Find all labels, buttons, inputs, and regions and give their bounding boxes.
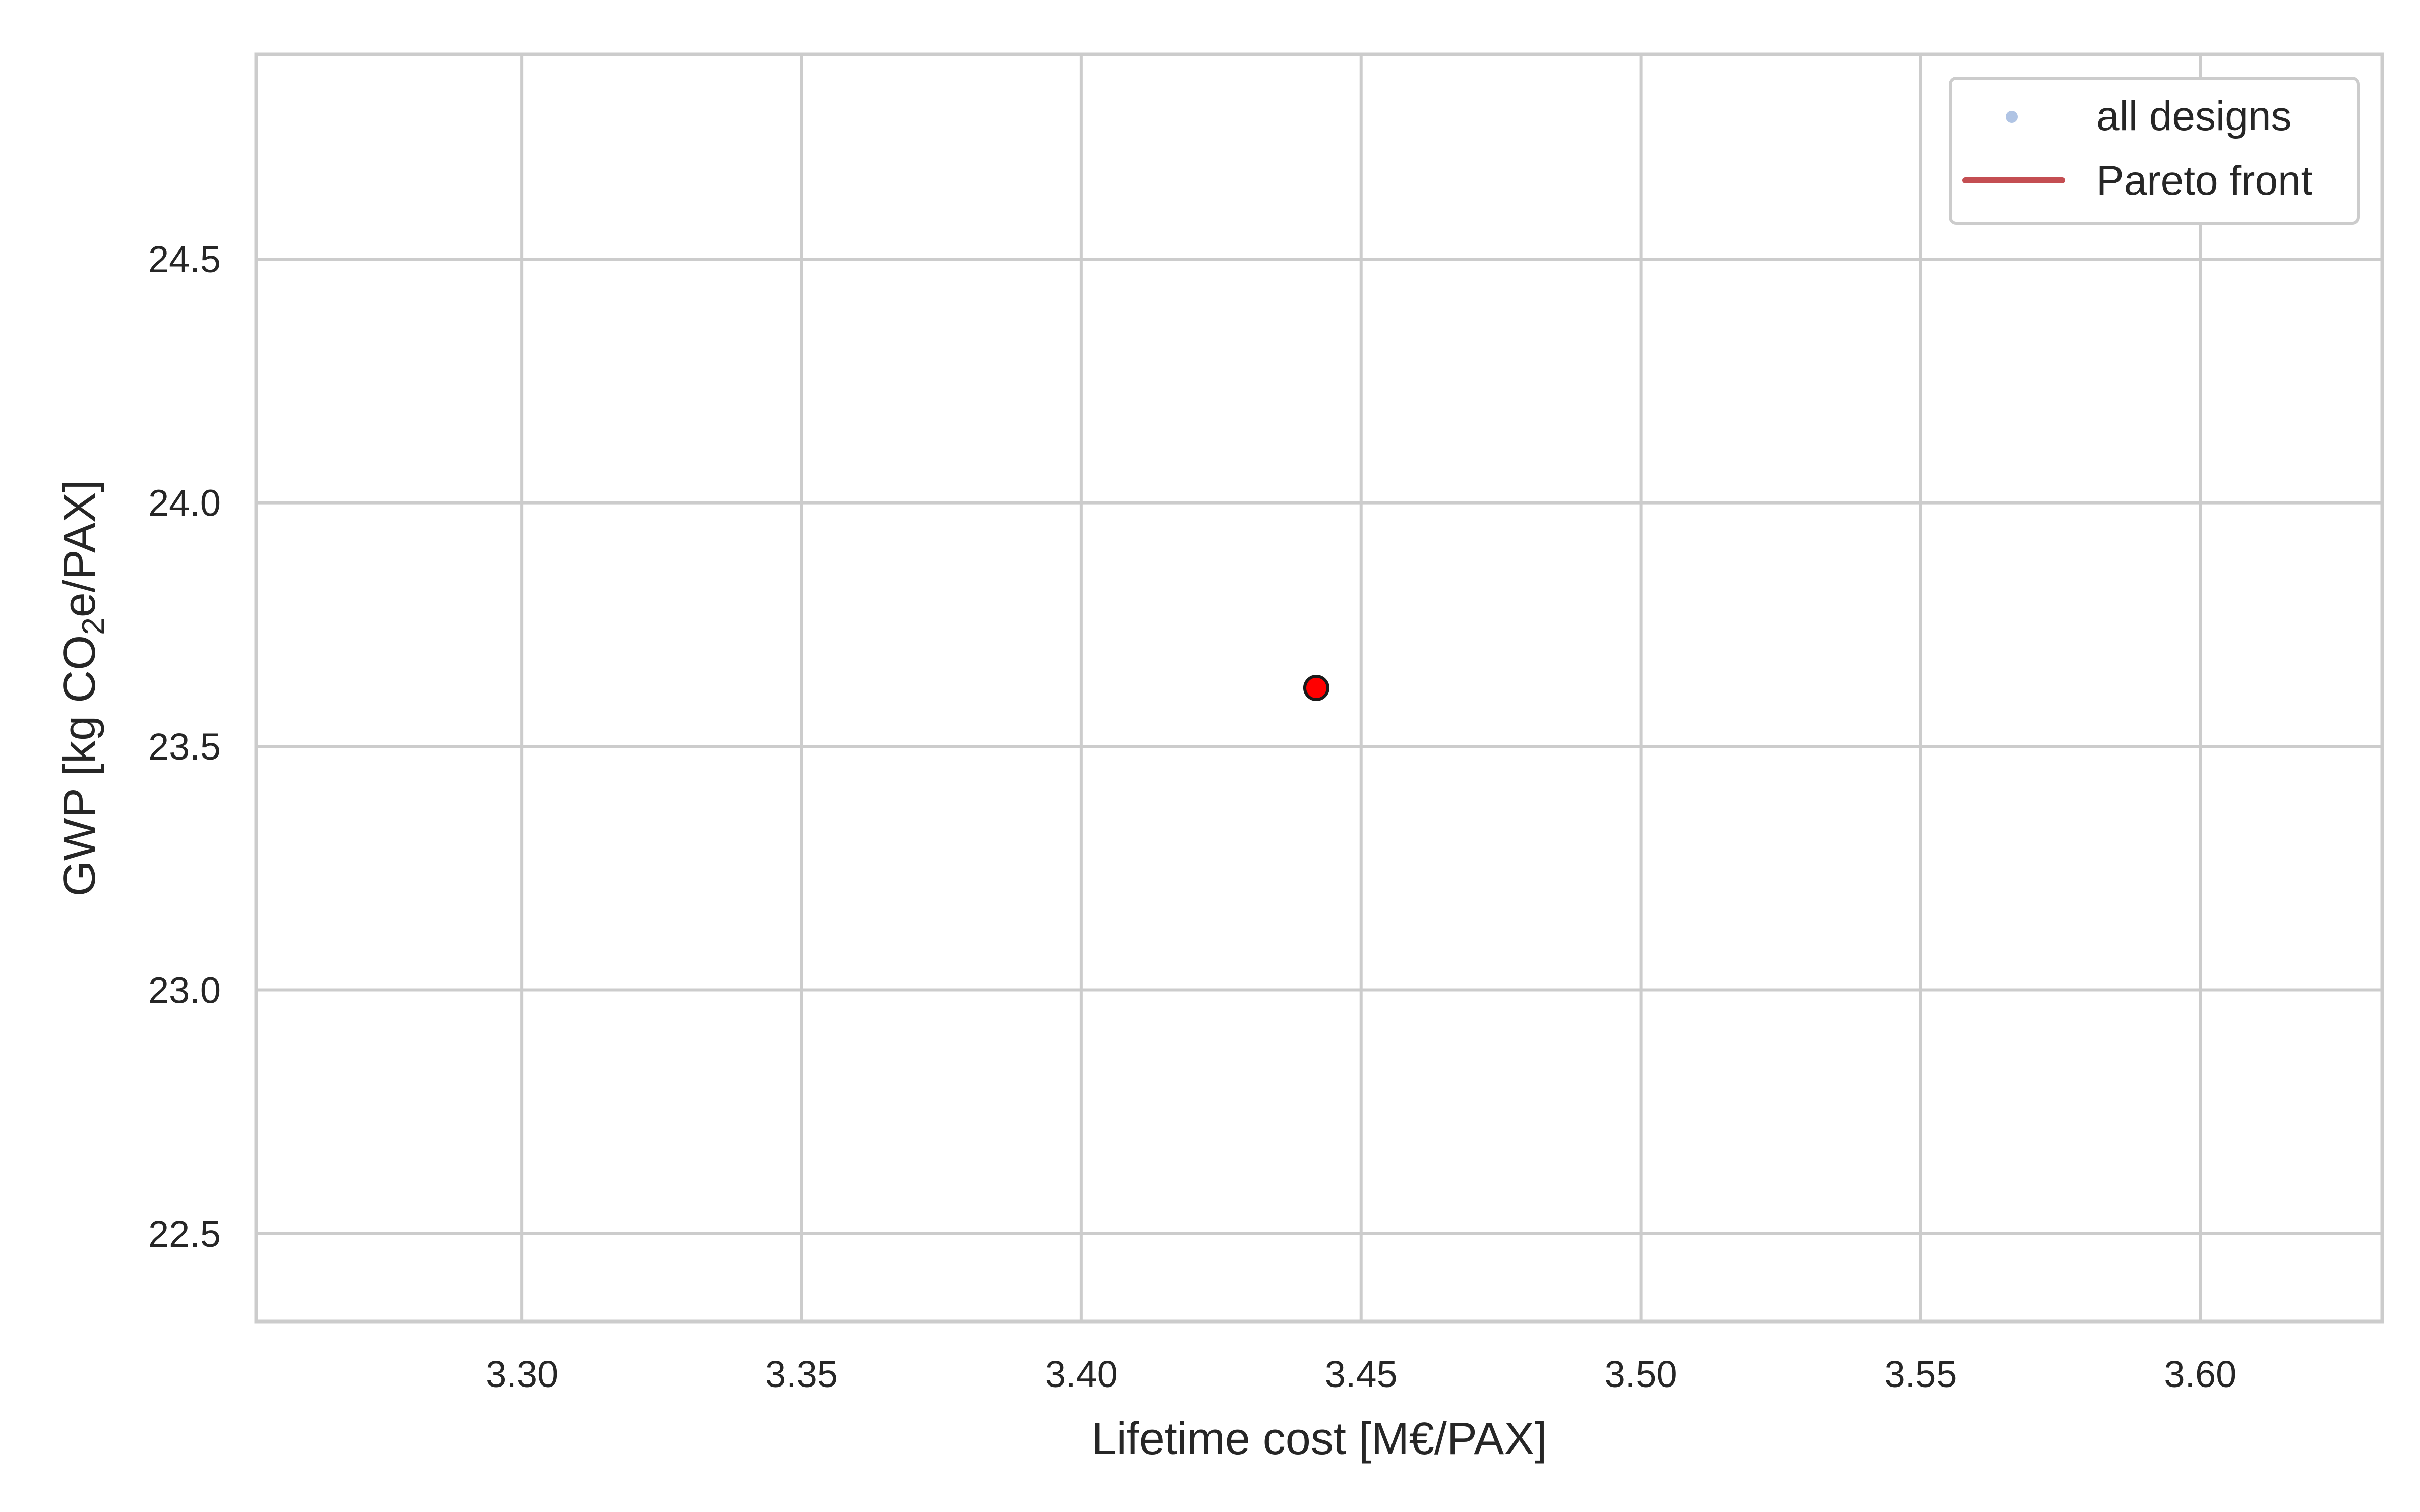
y-axis-label-main: GWP [kg CO: [54, 635, 105, 896]
y-tick-label: 22.5: [148, 1213, 221, 1255]
y-tick-label: 23.0: [148, 969, 221, 1011]
x-tick-label: 3.60: [2164, 1353, 2236, 1395]
x-tick-label: 3.45: [1325, 1353, 1398, 1395]
legend-pareto-front-label: Pareto front: [2096, 158, 2313, 204]
x-axis-label: Lifetime cost [M€/PAX]: [1092, 1414, 1547, 1464]
x-tick-label: 3.55: [1884, 1353, 1957, 1395]
selected-design-point: [1303, 675, 1329, 701]
y-axis-label: GWP [kg CO2e/PAX]: [54, 480, 111, 896]
plot-frame: [254, 52, 2384, 1324]
y-tick-label: 24.0: [148, 482, 221, 524]
x-tick-label: 3.50: [1605, 1353, 1677, 1395]
x-tick-label: 3.35: [765, 1353, 838, 1395]
legend-all-designs-label: all designs: [2096, 93, 2291, 139]
y-tick-label: 23.5: [148, 726, 221, 768]
tick-labels: 3.30 3.35 3.40 3.45 3.50 3.55 3.60 22.5 23.0 23.5…: [148, 238, 2236, 1395]
x-tick-label: 3.40: [1045, 1353, 1118, 1395]
data-marks: [1303, 675, 1329, 701]
legend-frame: [1949, 77, 2360, 225]
y-axis-label-subscript: 2: [76, 617, 111, 635]
y-axis-label-suffix: e/PAX]: [54, 480, 105, 617]
grid: [256, 54, 2382, 1321]
legend-all-designs-marker: [2006, 111, 2018, 123]
legend: all designs Pareto front: [1949, 77, 2360, 225]
y-tick-label: 24.5: [148, 238, 221, 280]
x-tick-label: 3.30: [486, 1353, 558, 1395]
